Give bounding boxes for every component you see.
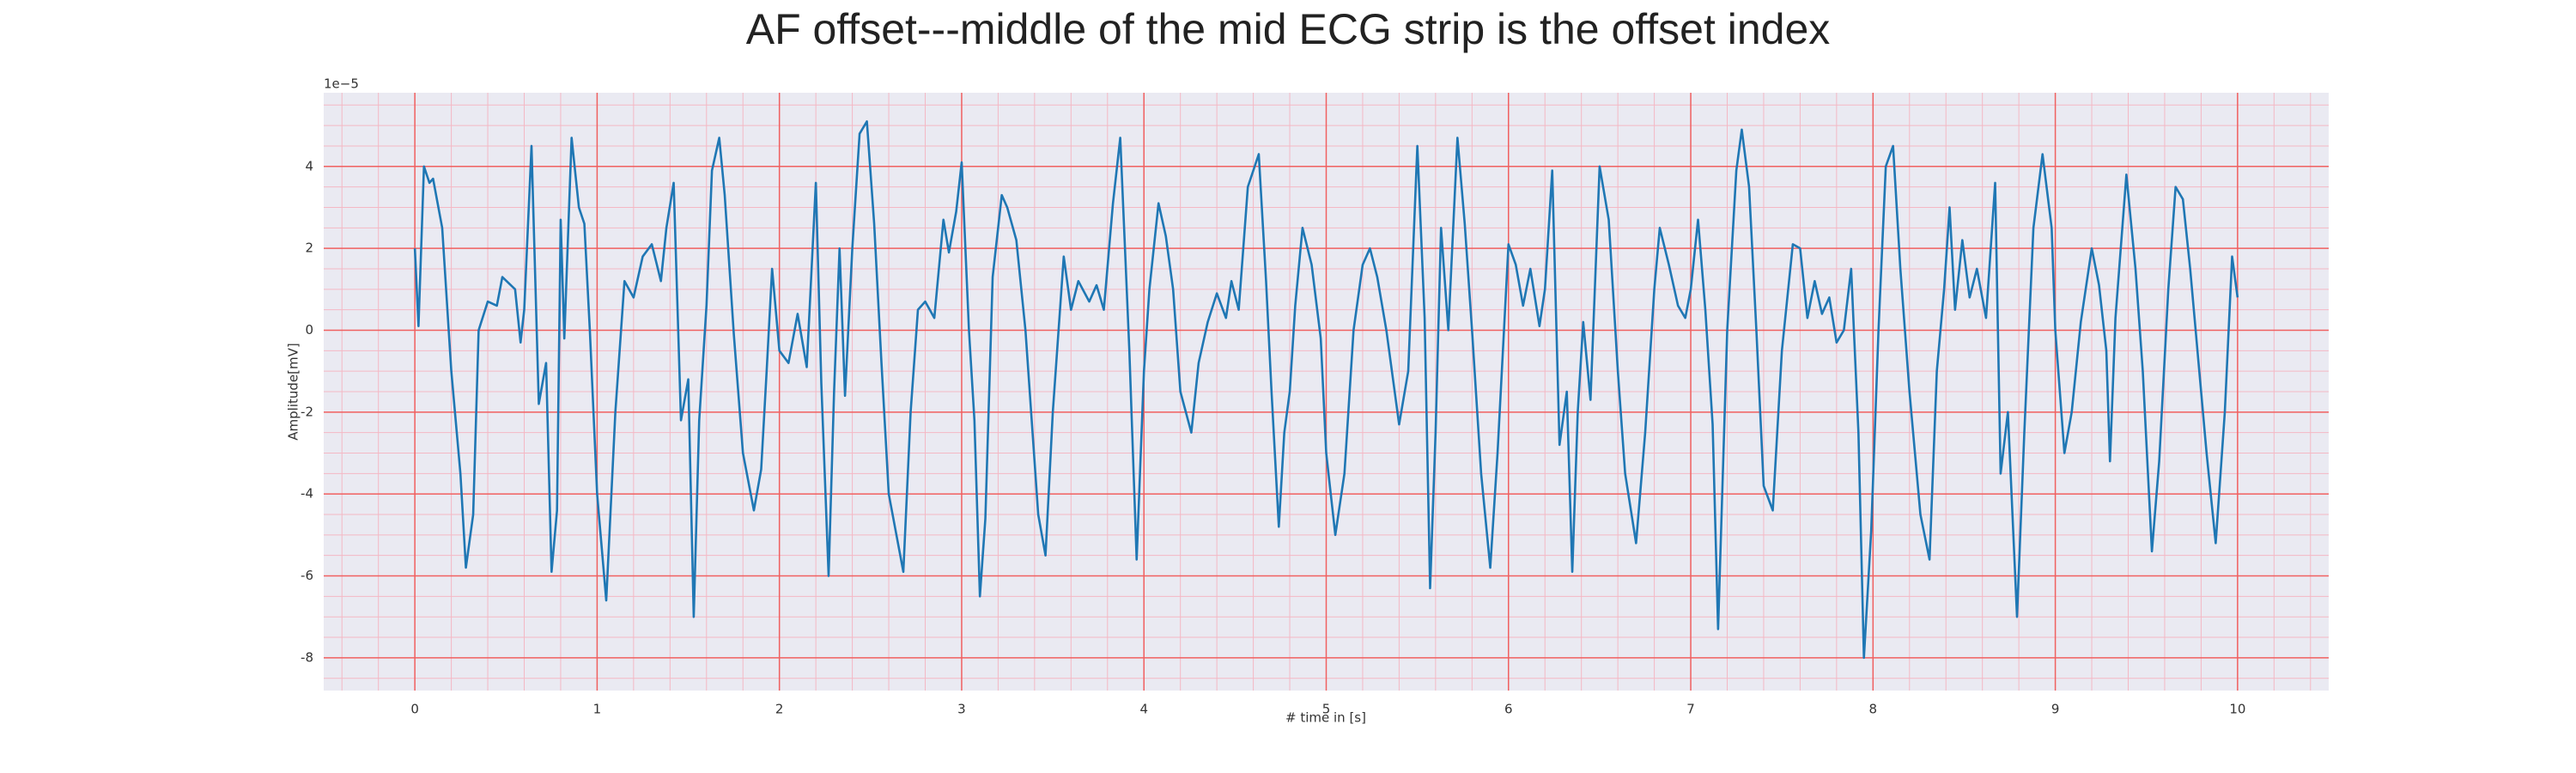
y-tick-label: 2 [305,240,313,256]
x-tick-label: 6 [1504,702,1513,717]
x-axis-label: # time in [s] [1285,710,1366,726]
x-tick-label: 3 [957,702,966,717]
x-tick-label: 9 [2051,702,2060,717]
grid [324,93,2329,691]
chart-title: AF offset---middle of the mid ECG strip … [746,5,1831,53]
x-tick-label: 2 [775,702,784,717]
x-tick-label: 10 [2229,702,2245,717]
y-tick-label: -8 [301,649,313,665]
y-axis-label: Amplitude[mV] [286,343,301,440]
y-tick-label: -6 [301,568,313,583]
y-tick-label: 4 [305,158,313,173]
y-tick-label: -2 [301,404,313,419]
y-tick-label: -4 [301,486,313,502]
y-offset-label: 1e−5 [324,76,359,92]
y-tick-label: 0 [305,322,313,338]
x-tick-label: 5 [1322,702,1331,717]
x-tick-label: 8 [1869,702,1878,717]
x-tick-label: 0 [410,702,419,717]
x-tick-label: 1 [593,702,602,717]
x-tick-label: 7 [1686,702,1695,717]
ecg-line [413,120,2239,660]
x-tick-label: 4 [1139,702,1148,717]
